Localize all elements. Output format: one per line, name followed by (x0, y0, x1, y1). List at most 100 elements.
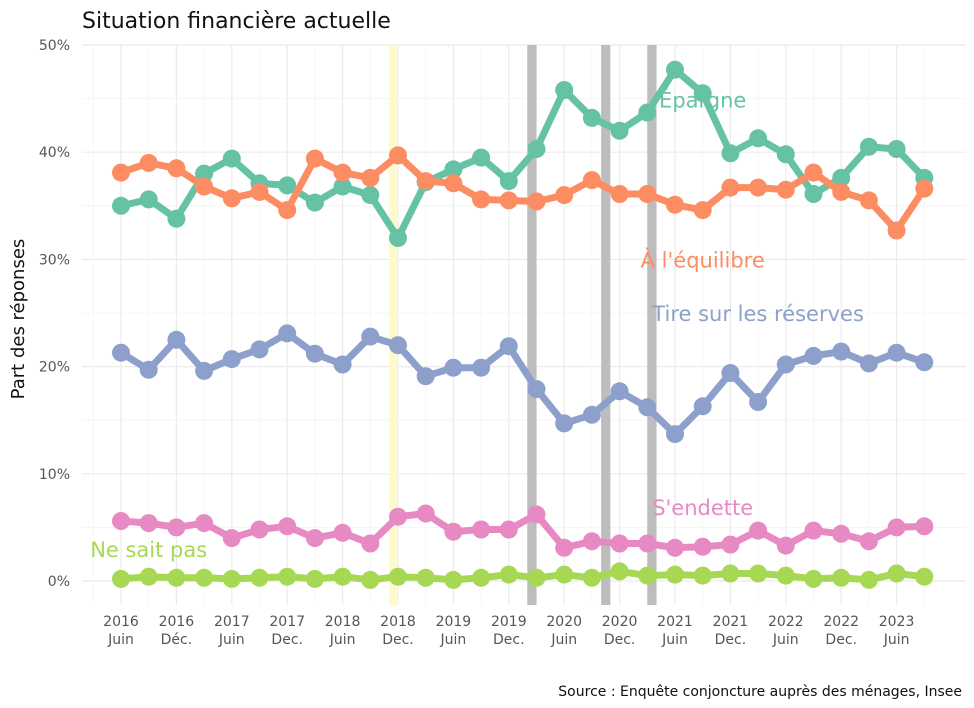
data-point (887, 343, 906, 362)
x-tick-year: 2019 (491, 614, 527, 630)
x-tick-year: 2021 (713, 614, 749, 630)
x-tick-year: 2021 (657, 614, 693, 630)
data-point (610, 121, 629, 140)
data-point (721, 535, 740, 554)
data-point (333, 567, 352, 586)
data-point (305, 529, 324, 548)
data-point (804, 185, 823, 203)
data-point (333, 523, 352, 542)
data-point (555, 186, 574, 205)
y-tick-label: 40% (39, 145, 70, 161)
y-tick-label: 50% (39, 38, 70, 54)
data-point (305, 149, 324, 168)
x-tick-year: 2017 (214, 614, 250, 630)
data-point (389, 507, 407, 526)
data-point (444, 160, 463, 179)
data-point (666, 538, 684, 557)
data-point (527, 192, 546, 211)
x-tick-period: Dec. (493, 632, 525, 648)
data-point (555, 414, 574, 433)
data-point (278, 517, 297, 536)
data-point (610, 562, 629, 581)
source-caption: Source : Enquête conjoncture auprès des … (558, 684, 962, 700)
data-point (582, 171, 601, 190)
data-point (582, 405, 601, 424)
data-point (389, 336, 407, 355)
data-point (638, 185, 657, 203)
data-point (278, 567, 297, 586)
shaded-period (601, 45, 611, 605)
data-point (832, 342, 851, 361)
data-point (555, 565, 574, 584)
x-tick-year: 2016 (159, 614, 195, 630)
x-tick-year: 2020 (546, 614, 582, 630)
data-point (389, 567, 407, 586)
shaded-periods (388, 45, 657, 605)
series-layer (112, 60, 934, 589)
data-point (222, 569, 241, 588)
data-point (416, 568, 435, 587)
data-point (444, 570, 463, 589)
data-point (333, 177, 352, 196)
data-point (749, 129, 768, 148)
data-point (139, 153, 158, 172)
x-tick-period: Juin (440, 632, 467, 648)
data-point (915, 517, 934, 536)
data-point (859, 137, 878, 156)
data-point (721, 564, 740, 583)
data-point (527, 140, 546, 158)
data-point (610, 382, 629, 401)
y-tick-label: 30% (39, 252, 70, 268)
x-tick-period: Juin (550, 632, 577, 648)
series-line (117, 66, 928, 242)
data-point (472, 190, 491, 209)
series-label: Tire sur les réserves (651, 302, 864, 326)
x-tick-period: Déc. (161, 632, 193, 648)
data-point (167, 209, 186, 228)
data-point (832, 568, 851, 587)
data-point (472, 568, 491, 587)
data-point (666, 195, 684, 214)
data-point (721, 178, 740, 197)
data-point (416, 172, 435, 191)
x-tick-period: Dec. (715, 632, 747, 648)
data-point (638, 566, 657, 585)
series-line (117, 329, 928, 438)
x-tick-period: Juin (772, 632, 799, 648)
data-point (749, 178, 768, 197)
data-point (693, 537, 712, 556)
data-point (222, 529, 241, 548)
data-point (389, 229, 407, 247)
series-label: Épargne (659, 88, 746, 113)
data-point (361, 534, 380, 553)
data-point (915, 353, 934, 372)
data-point (693, 201, 712, 220)
data-point (693, 566, 712, 585)
x-tick-year: 2018 (325, 614, 361, 630)
data-point (444, 522, 463, 541)
y-axis-ticks: 0% 10% 20% 30% 40% 50% (39, 38, 70, 590)
data-point (499, 337, 518, 356)
data-point (666, 565, 684, 584)
series-labels: Épargne À l'équilibre Tire sur les réserve… (90, 88, 864, 562)
data-point (222, 189, 241, 208)
x-axis-ticks: 2016 Juin 2016 Déc. 2017 Juin 2017 Dec. 2018 Juin… (103, 614, 914, 648)
x-tick-year: 2023 (879, 614, 915, 630)
data-point (444, 358, 463, 377)
data-point (915, 179, 934, 198)
data-point (472, 148, 491, 167)
data-point (195, 164, 214, 183)
data-point (167, 518, 186, 537)
data-point (167, 330, 186, 349)
data-point (776, 536, 795, 555)
data-point (333, 163, 352, 182)
x-tick-period: Juin (661, 632, 688, 648)
data-point (749, 521, 768, 540)
data-point (776, 145, 795, 164)
data-point (361, 186, 380, 205)
data-point (527, 505, 546, 524)
data-point (195, 177, 214, 196)
data-point (887, 518, 906, 537)
data-point (139, 360, 158, 379)
data-point (195, 568, 214, 587)
